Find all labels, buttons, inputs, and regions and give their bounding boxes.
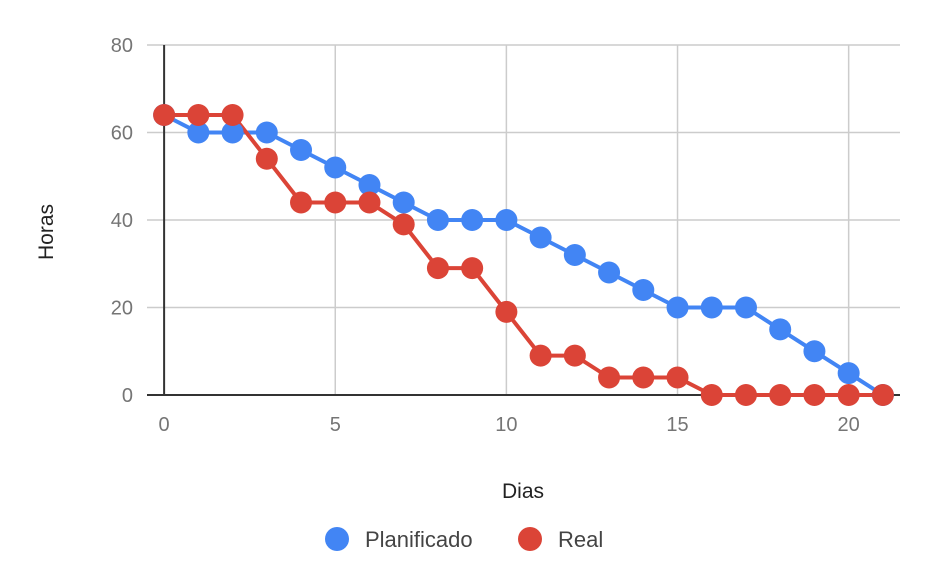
x-tick-label: 10 [495, 414, 517, 436]
data-point-real [495, 300, 518, 323]
y-tick-label: 0 [122, 385, 133, 407]
data-point-planificado [392, 191, 415, 214]
y-tick-label: 60 [111, 123, 133, 145]
x-tick-label: 20 [838, 414, 860, 436]
data-point-planificado [495, 209, 518, 231]
data-point-real [255, 147, 278, 170]
data-point-real [666, 366, 689, 389]
data-point-planificado [700, 296, 723, 319]
data-point-real [153, 104, 176, 126]
x-axis-title: Dias [502, 480, 544, 503]
legend-label-planificado: Planificado [365, 527, 473, 552]
series-line-planificado [162, 113, 885, 397]
x-tick-label: 0 [159, 414, 170, 436]
data-point-real [426, 257, 449, 280]
data-point-planificado [324, 156, 347, 179]
data-point-planificado [632, 279, 655, 301]
legend: Planificado Real [325, 527, 603, 552]
tick-labels: 0 20 40 60 80 0 5 10 15 20 [111, 35, 860, 436]
data-point-planificado [769, 318, 792, 341]
data-point-planificado [187, 121, 210, 144]
data-point-planificado [598, 261, 621, 284]
data-point-real [461, 257, 484, 280]
data-point-planificado [563, 244, 586, 266]
data-point-real [187, 104, 210, 126]
data-points [153, 104, 894, 406]
data-point-real [700, 384, 723, 406]
data-point-planificado [529, 226, 552, 249]
data-point-planificado [666, 296, 689, 319]
series [162, 113, 885, 397]
y-tick-label: 20 [111, 298, 133, 320]
y-axis-title: Horas [35, 204, 58, 260]
data-point-planificado [461, 209, 484, 231]
data-point-planificado [734, 296, 757, 319]
data-point-planificado [803, 340, 826, 363]
data-point-planificado [837, 362, 860, 385]
data-point-real [529, 344, 552, 367]
data-point-real [632, 366, 655, 389]
data-point-real [358, 191, 381, 214]
legend-marker-real [518, 527, 542, 551]
data-point-planificado [426, 209, 449, 231]
x-tick-label: 15 [666, 414, 688, 436]
data-point-real [563, 344, 586, 367]
data-point-planificado [358, 174, 381, 196]
data-point-real [221, 104, 244, 126]
data-point-real [598, 366, 621, 389]
data-point-real [392, 213, 415, 236]
data-point-planificado [255, 121, 278, 144]
data-point-real [769, 384, 792, 406]
data-point-real [871, 384, 894, 406]
x-tick-label: 5 [330, 414, 341, 436]
data-point-real [734, 384, 757, 406]
data-point-planificado [221, 121, 244, 144]
data-point-planificado [290, 139, 313, 161]
data-point-real [803, 384, 826, 406]
y-tick-label: 40 [111, 210, 133, 232]
data-point-real [324, 191, 347, 214]
data-point-real [837, 384, 860, 406]
series-line-real [162, 113, 885, 397]
legend-label-real: Real [558, 527, 603, 552]
data-point-real [290, 191, 313, 214]
gridlines [147, 44, 900, 395]
y-tick-label: 80 [111, 35, 133, 57]
legend-marker-planificado [325, 527, 349, 551]
